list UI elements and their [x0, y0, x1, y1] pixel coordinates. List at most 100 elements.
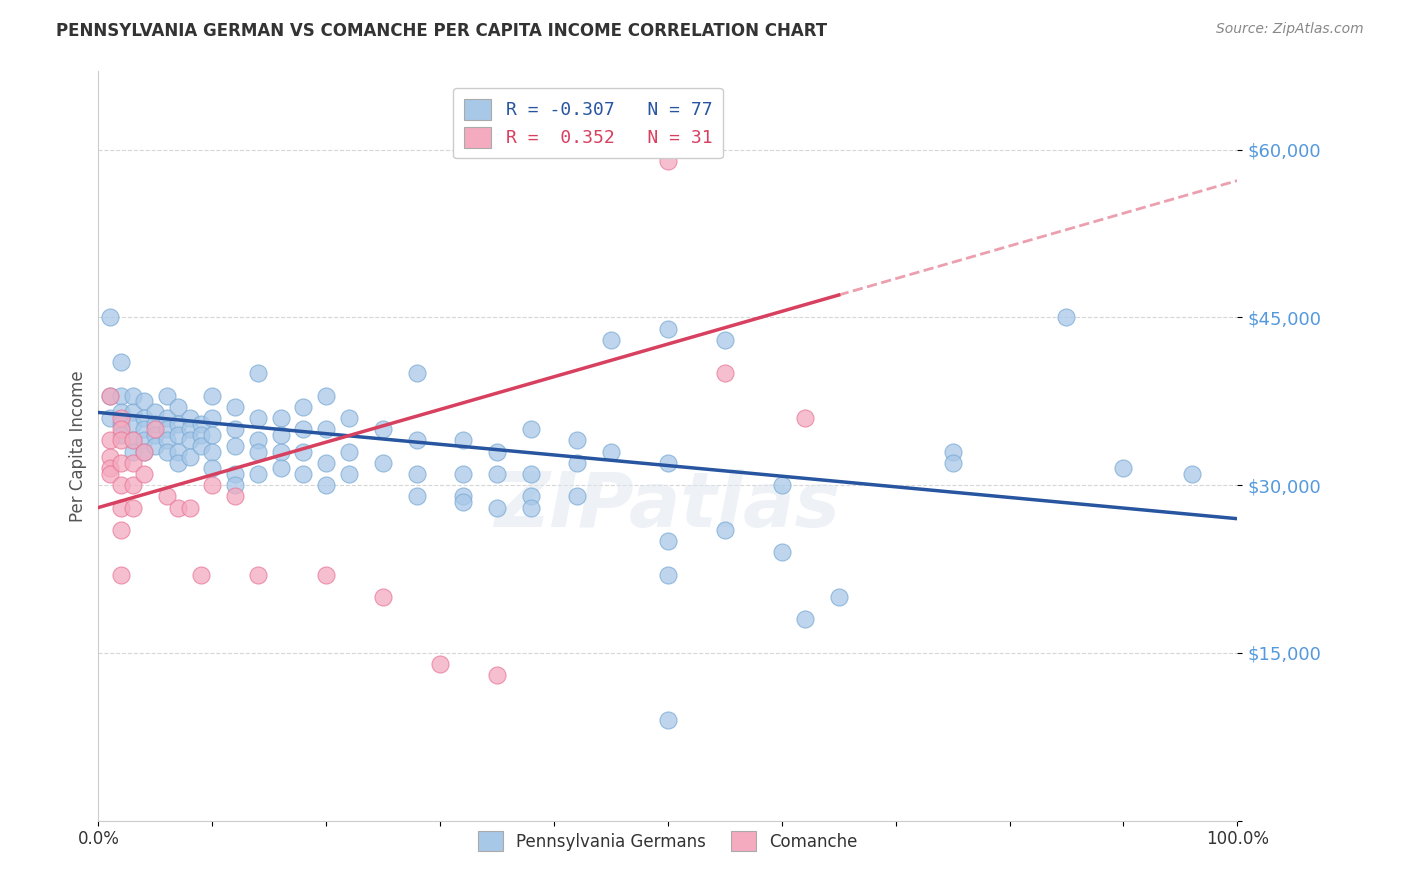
- Point: [201, 389, 224, 403]
- Point: [714, 333, 737, 347]
- Point: [942, 456, 965, 470]
- Point: [942, 444, 965, 458]
- Point: [145, 439, 167, 453]
- Point: [190, 439, 212, 453]
- Point: [110, 567, 132, 582]
- Point: [156, 389, 179, 403]
- Point: [98, 450, 121, 465]
- Point: [451, 495, 474, 509]
- Point: [657, 153, 679, 168]
- Point: [190, 427, 212, 442]
- Point: [110, 523, 132, 537]
- Y-axis label: Per Capita Income: Per Capita Income: [69, 370, 87, 522]
- Point: [224, 439, 246, 453]
- Point: [246, 444, 269, 458]
- Point: [657, 713, 679, 727]
- Point: [486, 444, 509, 458]
- Point: [132, 444, 155, 458]
- Point: [486, 467, 509, 481]
- Point: [406, 434, 429, 448]
- Point: [600, 333, 623, 347]
- Point: [657, 456, 679, 470]
- Point: [179, 500, 201, 515]
- Point: [156, 444, 179, 458]
- Point: [520, 489, 543, 503]
- Point: [451, 467, 474, 481]
- Text: PENNSYLVANIA GERMAN VS COMANCHE PER CAPITA INCOME CORRELATION CHART: PENNSYLVANIA GERMAN VS COMANCHE PER CAPI…: [56, 22, 827, 40]
- Point: [98, 389, 121, 403]
- Point: [371, 456, 394, 470]
- Point: [315, 567, 337, 582]
- Point: [270, 461, 292, 475]
- Point: [110, 411, 132, 425]
- Point: [770, 545, 793, 559]
- Point: [371, 590, 394, 604]
- Point: [201, 411, 224, 425]
- Point: [110, 456, 132, 470]
- Point: [1112, 461, 1135, 475]
- Point: [110, 422, 132, 436]
- Point: [770, 478, 793, 492]
- Point: [565, 489, 588, 503]
- Point: [167, 427, 190, 442]
- Text: Source: ZipAtlas.com: Source: ZipAtlas.com: [1216, 22, 1364, 37]
- Point: [600, 444, 623, 458]
- Point: [371, 422, 394, 436]
- Point: [121, 434, 143, 448]
- Point: [167, 456, 190, 470]
- Point: [121, 444, 143, 458]
- Point: [714, 523, 737, 537]
- Point: [292, 444, 315, 458]
- Point: [201, 444, 224, 458]
- Point: [145, 405, 167, 419]
- Point: [156, 489, 179, 503]
- Point: [167, 444, 190, 458]
- Point: [246, 367, 269, 381]
- Point: [132, 434, 155, 448]
- Point: [565, 456, 588, 470]
- Point: [337, 411, 360, 425]
- Point: [98, 467, 121, 481]
- Point: [429, 657, 451, 671]
- Point: [110, 500, 132, 515]
- Point: [110, 478, 132, 492]
- Point: [145, 417, 167, 431]
- Point: [520, 422, 543, 436]
- Point: [179, 434, 201, 448]
- Point: [224, 422, 246, 436]
- Point: [406, 489, 429, 503]
- Point: [110, 427, 132, 442]
- Point: [132, 444, 155, 458]
- Point: [110, 405, 132, 419]
- Point: [486, 668, 509, 682]
- Point: [145, 427, 167, 442]
- Point: [793, 411, 815, 425]
- Point: [110, 355, 132, 369]
- Point: [98, 411, 121, 425]
- Point: [201, 427, 224, 442]
- Point: [121, 417, 143, 431]
- Point: [270, 411, 292, 425]
- Point: [121, 478, 143, 492]
- Point: [451, 489, 474, 503]
- Point: [657, 321, 679, 335]
- Point: [270, 427, 292, 442]
- Point: [828, 590, 851, 604]
- Point: [110, 417, 132, 431]
- Point: [156, 422, 179, 436]
- Point: [224, 478, 246, 492]
- Point: [337, 467, 360, 481]
- Point: [145, 422, 167, 436]
- Point: [190, 417, 212, 431]
- Point: [224, 467, 246, 481]
- Legend: Pennsylvania Germans, Comanche: Pennsylvania Germans, Comanche: [471, 825, 865, 857]
- Point: [565, 434, 588, 448]
- Point: [121, 434, 143, 448]
- Point: [224, 400, 246, 414]
- Point: [190, 567, 212, 582]
- Point: [246, 467, 269, 481]
- Point: [167, 400, 190, 414]
- Point: [98, 434, 121, 448]
- Point: [98, 461, 121, 475]
- Point: [1054, 310, 1078, 325]
